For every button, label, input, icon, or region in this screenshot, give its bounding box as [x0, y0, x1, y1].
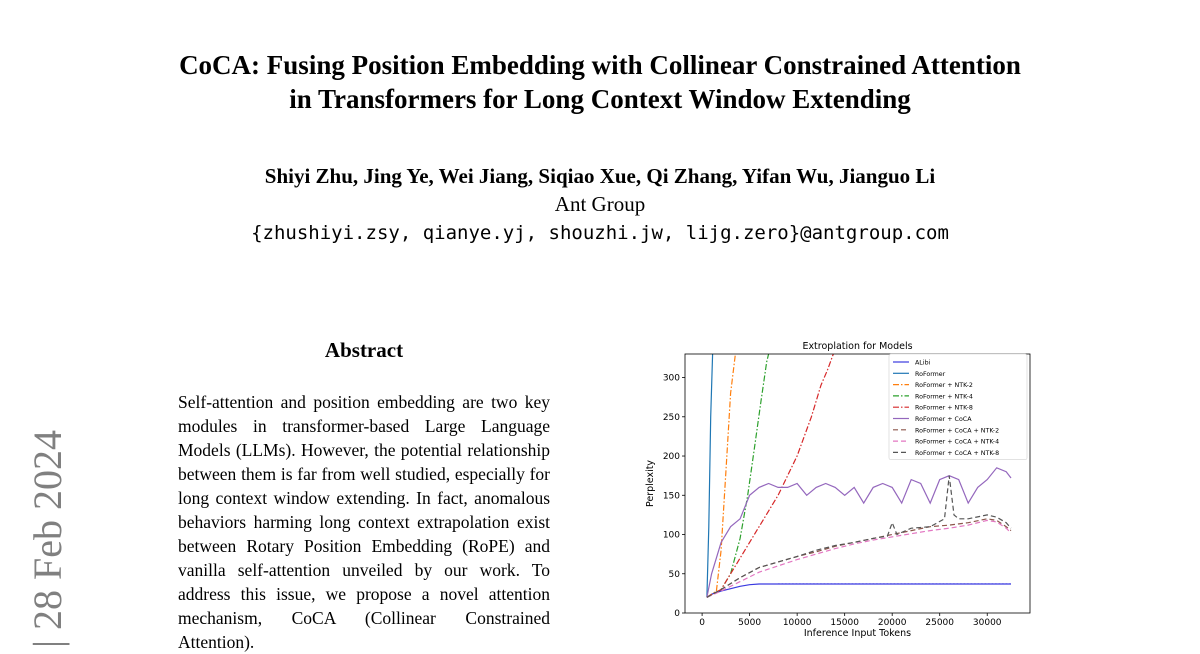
- legend-label-2: RoFormer: [915, 371, 946, 378]
- y-tick-label: 200: [663, 452, 680, 462]
- abstract-text: Self-attention and position embedding ar…: [178, 392, 550, 652]
- author-emails: {zhushiyi.zsy, qianye.yj, shouzhi.jw, li…: [251, 222, 949, 244]
- affiliation: Ant Group: [554, 192, 646, 216]
- y-tick-label: 300: [663, 374, 680, 384]
- abstract-heading: Abstract: [324, 338, 404, 362]
- series-line-9: [706, 475, 1012, 598]
- series-line-5: [706, 354, 834, 598]
- x-tick-label: 15000: [830, 618, 859, 628]
- legend-label-4: RoFormer + NTK-4: [915, 393, 973, 400]
- x-axis-label: Inference Input Tokens: [804, 628, 911, 639]
- y-axis-label: Perplexity: [645, 460, 656, 507]
- x-tick-label: 0: [699, 618, 705, 628]
- legend-label-1: ALibi: [915, 360, 931, 367]
- series-line-6: [706, 467, 1012, 598]
- x-tick-label: 10000: [783, 618, 812, 628]
- series-line-2: [706, 354, 714, 598]
- chart-title: Extroplation for Models: [802, 341, 912, 352]
- x-tick-label: 25000: [925, 618, 954, 628]
- legend-label-8: RoFormer + CoCA + NTK-4: [915, 439, 999, 446]
- y-tick-label: 50: [669, 570, 681, 580]
- x-tick-label: 20000: [878, 618, 907, 628]
- legend-label-7: RoFormer + CoCA + NTK-2: [915, 427, 999, 434]
- legend-label-5: RoFormer + NTK-8: [915, 405, 973, 412]
- series-line-3: [706, 354, 736, 598]
- x-tick-label: 30000: [973, 618, 1002, 628]
- series-line-7: [706, 518, 1012, 598]
- perplexity-chart: Extroplation for Models 0 5000 10000 15000 20…: [645, 341, 1031, 639]
- title-line-1: CoCA: Fusing Position Embedding with Col…: [179, 50, 1021, 80]
- authors: Shiyi Zhu, Jing Ye, Wei Jiang, Siqiao Xu…: [264, 164, 936, 188]
- title-line-2: in Transformers for Long Context Window …: [289, 84, 911, 114]
- y-tick-label: 250: [663, 413, 680, 423]
- y-tick-label: 150: [663, 491, 680, 501]
- legend-label-3: RoFormer + NTK-2: [915, 382, 973, 389]
- y-tick-label: 100: [663, 531, 680, 541]
- legend-label-6: RoFormer + CoCA: [915, 416, 972, 423]
- legend-label-9: RoFormer + CoCA + NTK-8: [915, 450, 999, 457]
- legend-box: [888, 353, 1028, 460]
- series-line-1: [706, 583, 1011, 598]
- y-tick-label: 0: [674, 609, 680, 619]
- x-tick-label: 5000: [738, 618, 761, 628]
- paper-title: CoCA: Fusing Position Embedding with Col…: [0, 48, 1200, 116]
- arxiv-date-stamp: | 28 Feb 2024: [25, 429, 70, 648]
- plot-frame: [684, 353, 1031, 614]
- extrapolation-figure: Extroplation for Models 0 5000 10000 15000 20…: [640, 336, 1040, 648]
- series-line-8: [706, 519, 1012, 598]
